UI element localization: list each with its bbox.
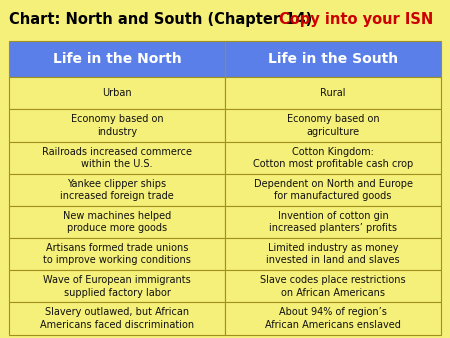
FancyBboxPatch shape (225, 238, 441, 270)
FancyBboxPatch shape (9, 110, 225, 142)
FancyBboxPatch shape (225, 270, 441, 303)
FancyBboxPatch shape (9, 206, 225, 238)
Text: Invention of cotton gin
increased planters’ profits: Invention of cotton gin increased plante… (269, 211, 397, 233)
Text: Slave codes place restrictions
on African Americans: Slave codes place restrictions on Africa… (260, 275, 406, 297)
FancyBboxPatch shape (225, 206, 441, 238)
FancyBboxPatch shape (9, 270, 225, 303)
Text: Chart: North and South (Chapter 14): Chart: North and South (Chapter 14) (9, 12, 312, 27)
Text: Copy into your ISN: Copy into your ISN (279, 12, 433, 27)
FancyBboxPatch shape (225, 303, 441, 335)
Text: Economy based on
industry: Economy based on industry (71, 114, 163, 137)
Text: Yankee clipper ships
increased foreign trade: Yankee clipper ships increased foreign t… (60, 179, 174, 201)
FancyBboxPatch shape (225, 110, 441, 142)
Text: Urban: Urban (102, 89, 132, 98)
Text: About 94% of region’s
African Americans enslaved: About 94% of region’s African Americans … (265, 307, 401, 330)
Text: Rural: Rural (320, 89, 346, 98)
FancyBboxPatch shape (225, 41, 441, 77)
FancyBboxPatch shape (9, 303, 225, 335)
Text: Life in the South: Life in the South (268, 52, 398, 66)
Text: Economy based on
agriculture: Economy based on agriculture (287, 114, 379, 137)
FancyBboxPatch shape (225, 77, 441, 110)
FancyBboxPatch shape (9, 238, 225, 270)
Text: Wave of European immigrants
supplied factory labor: Wave of European immigrants supplied fac… (43, 275, 191, 297)
Text: Dependent on North and Europe
for manufactured goods: Dependent on North and Europe for manufa… (253, 179, 413, 201)
FancyBboxPatch shape (9, 174, 225, 206)
FancyBboxPatch shape (9, 77, 225, 110)
Text: New machines helped
produce more goods: New machines helped produce more goods (63, 211, 171, 233)
Text: Slavery outlawed, but African
Americans faced discrimination: Slavery outlawed, but African Americans … (40, 307, 194, 330)
FancyBboxPatch shape (225, 174, 441, 206)
Text: Artisans formed trade unions
to improve working conditions: Artisans formed trade unions to improve … (43, 243, 191, 265)
Text: Limited industry as money
invested in land and slaves: Limited industry as money invested in la… (266, 243, 400, 265)
Text: Life in the North: Life in the North (53, 52, 181, 66)
Text: Railroads increased commerce
within the U.S.: Railroads increased commerce within the … (42, 147, 192, 169)
FancyBboxPatch shape (9, 41, 225, 77)
FancyBboxPatch shape (225, 142, 441, 174)
Text: Cotton Kingdom:
Cotton most profitable cash crop: Cotton Kingdom: Cotton most profitable c… (253, 147, 413, 169)
FancyBboxPatch shape (9, 142, 225, 174)
